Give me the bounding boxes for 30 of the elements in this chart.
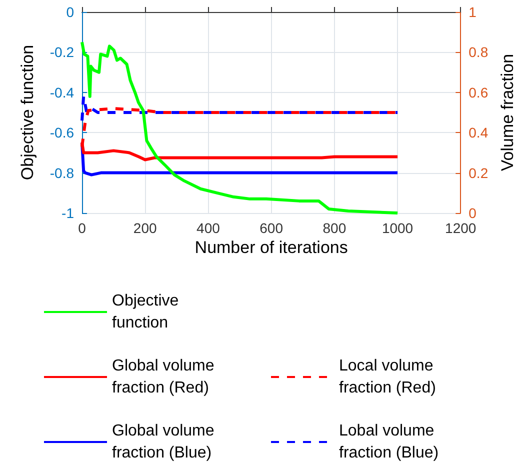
x-tick-label: 200: [133, 220, 157, 236]
line-series: [80, 40, 400, 214]
x-tick-label: 0: [78, 220, 86, 236]
x-tick-label: 400: [196, 220, 220, 236]
y2-tick-label: 1: [468, 4, 477, 20]
x-tick-label: 1000: [382, 220, 414, 236]
x-tick-label: 600: [260, 220, 284, 236]
line-series: [80, 94, 400, 122]
legend-label: Global volume fraction (Red): [112, 358, 219, 396]
y-tick-label: -0.6: [50, 124, 74, 141]
y2-tick-label: 0: [468, 205, 477, 221]
y2-tick-label: 0.8: [468, 44, 488, 60]
y-tick-label: 0: [66, 4, 74, 20]
y-tick-label: -1: [62, 205, 74, 221]
y2-tick-label: 0.4: [468, 124, 488, 141]
y2-axis-title: Volume fraction: [498, 54, 517, 172]
y2-tick-label: 0.2: [468, 164, 488, 181]
legend-label: Lobal volume fraction (Blue): [339, 422, 439, 462]
x-tick-label: 1200: [445, 220, 476, 236]
legend-label: Global volume fraction (Blue): [112, 422, 219, 462]
line-series: [80, 141, 400, 176]
legend-label: Objective function: [112, 292, 184, 332]
y2-tick-label: 0.6: [468, 84, 488, 100]
y-tick-label: -0.8: [50, 164, 74, 181]
x-axis-title: Number of iterations: [194, 238, 348, 257]
x-tick-label: 800: [322, 220, 346, 236]
y-tick-label: -0.2: [50, 44, 74, 60]
y-tick-label: -0.4: [50, 84, 74, 100]
y-axis-title: Objective function: [18, 44, 37, 180]
legend-label: Local volume fraction (Red): [339, 358, 438, 396]
